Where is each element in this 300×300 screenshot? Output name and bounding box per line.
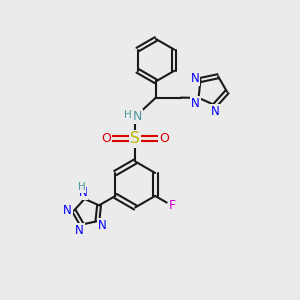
Text: F: F bbox=[169, 199, 176, 212]
Text: O: O bbox=[101, 132, 111, 145]
Text: N: N bbox=[98, 219, 106, 232]
Text: O: O bbox=[159, 132, 169, 145]
Text: H: H bbox=[124, 110, 132, 120]
Text: N: N bbox=[79, 186, 88, 199]
Text: N: N bbox=[63, 203, 72, 217]
Text: N: N bbox=[133, 110, 142, 123]
Text: H: H bbox=[78, 182, 86, 192]
Text: N: N bbox=[191, 72, 200, 85]
Text: N: N bbox=[211, 105, 220, 118]
Text: N: N bbox=[75, 224, 84, 237]
Text: S: S bbox=[130, 131, 140, 146]
Text: N: N bbox=[191, 97, 200, 110]
